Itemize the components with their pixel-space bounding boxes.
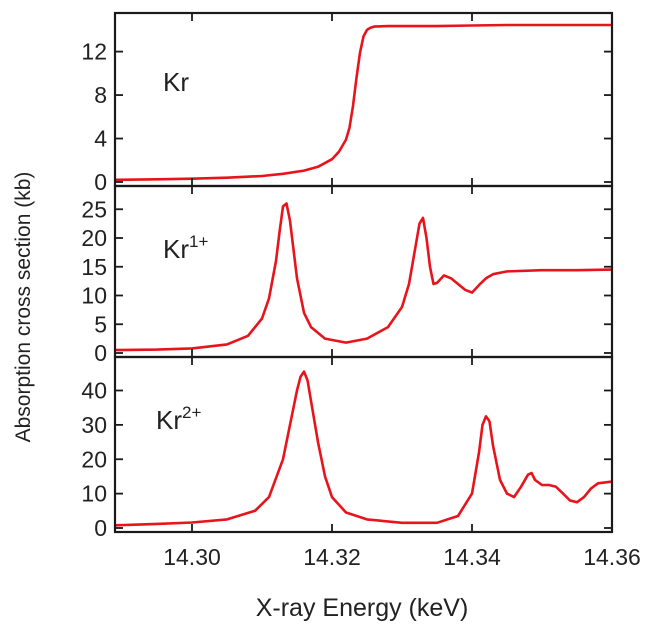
plot-frame-panel-3 [113, 355, 614, 534]
y-tick-label: 0 [94, 340, 107, 366]
y-tick-label: 20 [81, 225, 107, 251]
panel-label: Kr [163, 67, 189, 97]
x-tick-label: 14.32 [303, 544, 361, 570]
y-tick-label: 8 [94, 82, 107, 108]
y-tick-label: 15 [81, 254, 107, 280]
x-tick-label: 14.34 [443, 544, 501, 570]
y-tick-label: 25 [81, 196, 107, 222]
x-tick-label: 14.36 [583, 544, 641, 570]
panel-1: 0 4 8 12 Kr [81, 11, 614, 195]
y-tick-label: 30 [81, 412, 107, 438]
series-line-panel-2 [114, 202, 613, 352]
y-axis-label: Absorption cross section (kb) [12, 172, 35, 443]
y-tick-label: 5 [94, 311, 107, 337]
panel-3: 0 10 20 30 40 Kr2+ [81, 355, 614, 541]
y-tick-label: 12 [81, 39, 107, 65]
x-axis-label: X-ray Energy (keV) [256, 594, 469, 622]
x-tick-label: 14.30 [163, 544, 221, 570]
y-tick-label: 20 [81, 446, 107, 472]
y-tick-label: 40 [81, 378, 107, 404]
series-line-panel-1 [114, 23, 612, 182]
panel-2: 0 510 15 20 25 Kr1+ [81, 184, 614, 366]
panel-label: Kr1+ [163, 232, 208, 264]
series-line-panel-3 [114, 370, 613, 527]
panel-label: Kr2+ [156, 403, 201, 435]
y-tick-label: 0 [94, 515, 107, 541]
y-tick-label: 10 [81, 481, 107, 507]
y-tick-label: 0 [94, 169, 107, 195]
y-tick-label: 4 [94, 126, 107, 152]
y-tick-label: 10 [81, 283, 107, 309]
